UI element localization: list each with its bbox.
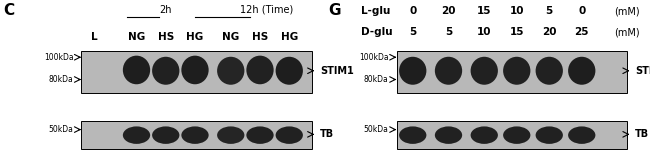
Ellipse shape (536, 57, 563, 85)
Text: STIM1: STIM1 (635, 66, 650, 76)
Text: TB: TB (635, 129, 649, 139)
Text: 0: 0 (409, 6, 417, 16)
Bar (81, 121, 312, 149)
Text: 5: 5 (445, 27, 452, 37)
Text: 10: 10 (510, 6, 524, 16)
Ellipse shape (152, 126, 179, 144)
Text: 100kDa: 100kDa (359, 53, 389, 62)
Ellipse shape (399, 126, 426, 144)
Text: (mM): (mM) (614, 27, 640, 37)
Text: HG: HG (187, 32, 203, 42)
Ellipse shape (276, 57, 303, 85)
Text: 50kDa: 50kDa (49, 125, 73, 134)
Ellipse shape (568, 126, 595, 144)
Ellipse shape (276, 126, 303, 144)
Text: 15: 15 (477, 6, 491, 16)
Text: HS: HS (252, 32, 268, 42)
Text: L-glu: L-glu (361, 6, 390, 16)
Ellipse shape (503, 126, 530, 144)
Bar (396, 121, 627, 149)
Ellipse shape (471, 126, 498, 144)
Ellipse shape (399, 57, 426, 85)
Ellipse shape (435, 126, 462, 144)
Ellipse shape (181, 56, 209, 84)
Text: 80kDa: 80kDa (364, 75, 389, 84)
Text: NG: NG (128, 32, 145, 42)
Text: STIM1: STIM1 (320, 66, 354, 76)
Text: HS: HS (157, 32, 174, 42)
Ellipse shape (568, 57, 595, 85)
Ellipse shape (471, 57, 498, 85)
Ellipse shape (503, 57, 530, 85)
Ellipse shape (246, 126, 274, 144)
Ellipse shape (181, 126, 209, 144)
Ellipse shape (152, 57, 179, 85)
Text: 100kDa: 100kDa (44, 53, 73, 62)
Text: 10: 10 (477, 27, 491, 37)
Text: D-glu: D-glu (361, 27, 393, 37)
Ellipse shape (123, 56, 150, 84)
Text: 80kDa: 80kDa (49, 75, 73, 84)
Ellipse shape (217, 57, 244, 85)
Text: 15: 15 (510, 27, 524, 37)
Text: G: G (328, 3, 341, 18)
Text: C: C (3, 3, 14, 18)
Bar (396, 51, 627, 93)
Bar (81, 51, 312, 93)
Text: NG: NG (222, 32, 239, 42)
Text: 20: 20 (542, 27, 556, 37)
Ellipse shape (123, 126, 150, 144)
Text: 50kDa: 50kDa (364, 125, 389, 134)
Text: 20: 20 (441, 6, 456, 16)
Text: L: L (91, 32, 98, 42)
Text: TB: TB (320, 129, 334, 139)
Text: 25: 25 (575, 27, 589, 37)
Text: 5: 5 (409, 27, 417, 37)
Text: HG: HG (281, 32, 298, 42)
Text: 2h: 2h (159, 5, 172, 15)
Text: (mM): (mM) (614, 6, 640, 16)
Text: 5: 5 (545, 6, 553, 16)
Text: 0: 0 (578, 6, 586, 16)
Ellipse shape (435, 57, 462, 85)
Ellipse shape (246, 56, 274, 84)
Ellipse shape (536, 126, 563, 144)
Text: 12h (Time): 12h (Time) (240, 5, 293, 15)
Ellipse shape (217, 126, 244, 144)
